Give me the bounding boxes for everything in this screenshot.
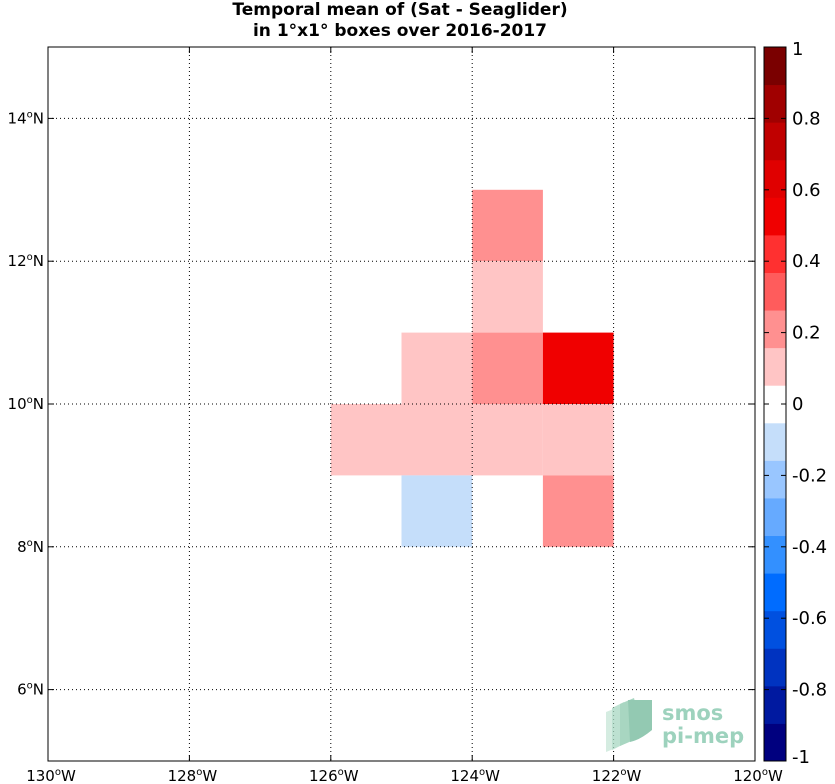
y-tick-label: 12oN	[8, 252, 44, 270]
colorbar-segment	[764, 422, 786, 461]
x-tick-label: 128oW	[168, 767, 218, 784]
degree-symbol: o	[27, 681, 33, 692]
heatmap-cell	[472, 189, 543, 262]
colorbar-segment	[764, 685, 786, 724]
colorbar-tick-label: -0.8	[792, 680, 827, 701]
colorbar-tick-label: 1	[792, 39, 803, 60]
x-tick-label-degrees: 124	[450, 767, 479, 784]
degree-symbol: o	[55, 767, 61, 778]
degree-symbol: o	[196, 767, 202, 778]
colorbar-segment	[764, 47, 786, 86]
heatmap-cell	[542, 404, 614, 476]
grid-lines	[48, 47, 755, 761]
y-tick-label-hemisphere: N	[33, 538, 44, 556]
heatmap-cell	[472, 404, 543, 476]
y-tick-label-degrees: 6	[17, 681, 27, 699]
degree-symbol: o	[479, 767, 485, 778]
heatmap-cell	[542, 332, 614, 404]
heatmap-cell	[542, 475, 614, 547]
colorbar-tick-label: 0.2	[792, 323, 821, 344]
y-tick-label: 8oN	[17, 538, 44, 556]
x-tick-label-degrees: 126	[309, 767, 338, 784]
colorbar-segment	[764, 122, 786, 161]
y-tick-label-degrees: 8	[17, 538, 27, 556]
x-tick-label-degrees: 122	[592, 767, 621, 784]
x-tick-label-hemisphere: W	[627, 767, 642, 784]
x-tick-label: 124oW	[450, 767, 500, 784]
logo-waves-icon	[606, 698, 652, 752]
x-tick-label-degrees: 128	[168, 767, 197, 784]
colorbar-segment	[764, 310, 786, 349]
y-tick-label-degrees: 10	[8, 395, 27, 413]
chart-title-line-2: in 1°x1° boxes over 2016-2017	[252, 21, 548, 41]
colorbar-ticks: 1 0.8 0.6 0.4 0.2 0 -0.2 -0.4 -0.6 -0.8 -1	[764, 39, 827, 768]
colorbar-segment	[764, 197, 786, 236]
chart-title-line-1: Temporal mean of (Sat - Seaglider)	[232, 0, 568, 20]
x-tick-label: 120oW	[733, 767, 783, 784]
degree-symbol: o	[338, 767, 344, 778]
x-tick-label: 126oW	[309, 767, 359, 784]
heatmap-cell	[401, 404, 473, 476]
x-tick-label-hemisphere: W	[61, 767, 76, 784]
heatmap-cell	[330, 404, 402, 476]
colorbar-segment	[764, 497, 786, 537]
x-tick-label: 122oW	[592, 767, 642, 784]
colorbar-segment	[764, 535, 786, 574]
degree-symbol: o	[27, 538, 33, 549]
colorbar-tick-label: -0.4	[792, 537, 827, 558]
logo-text-line-2: pi-mep	[662, 724, 744, 748]
degree-symbol: o	[762, 767, 768, 778]
colorbar-segment	[764, 460, 786, 499]
colorbar-tick-label: 0.4	[792, 251, 821, 272]
colorbar-tick-label: 0.8	[792, 108, 821, 129]
heatmap-cell	[401, 475, 473, 547]
x-tick-label-hemisphere: W	[768, 767, 783, 784]
colorbar-segment	[764, 347, 786, 386]
x-tick-label-hemisphere: W	[344, 767, 359, 784]
colorbar-tick-label: 0	[792, 394, 803, 415]
heatmap-cell	[401, 332, 473, 404]
x-tick-label-degrees: 120	[733, 767, 762, 784]
degree-symbol: o	[27, 109, 33, 120]
colorbar-segment	[764, 648, 786, 687]
colorbar-segment	[764, 159, 786, 198]
colorbar-tick-label: -0.2	[792, 465, 827, 486]
colorbar-segment	[764, 573, 786, 612]
x-tick-label-hemisphere: W	[485, 767, 500, 784]
y-tick-label-hemisphere: N	[33, 109, 44, 127]
watermark-logo: smos pi-mep	[606, 698, 744, 752]
y-tick-label-hemisphere: N	[33, 395, 44, 413]
colorbar-segment	[764, 84, 786, 123]
colorbar-segment	[764, 385, 786, 424]
y-tick-label-degrees: 12	[8, 252, 27, 270]
x-axis-ticks: 130oW 128oW 126oW 124oW 122oW 120oW	[26, 47, 783, 784]
degree-symbol: o	[27, 395, 33, 406]
x-tick-label-degrees: 130	[26, 767, 55, 784]
degree-symbol: o	[620, 767, 626, 778]
x-tick-label: 130oW	[26, 767, 76, 784]
colorbar-segment	[764, 723, 786, 762]
y-tick-label-degrees: 14	[8, 109, 27, 127]
y-tick-label: 10oN	[8, 395, 44, 413]
x-tick-label-hemisphere: W	[202, 767, 217, 784]
colorbar-tick-label: 0.6	[792, 180, 821, 201]
heatmap-cell	[472, 332, 543, 404]
y-tick-label: 14oN	[8, 109, 44, 127]
logo-text-line-1: smos	[662, 701, 723, 725]
colorbar-tick-label: -0.6	[792, 608, 827, 629]
degree-symbol: o	[27, 252, 33, 263]
y-tick-label-hemisphere: N	[33, 252, 44, 270]
colorbar	[764, 47, 786, 762]
colorbar-tick-label: -1	[792, 747, 810, 768]
y-tick-label-hemisphere: N	[33, 681, 44, 699]
colorbar-segment	[764, 272, 786, 311]
colorbar-segment	[764, 610, 786, 649]
heatmap-cell	[472, 261, 543, 333]
colorbar-segment	[764, 234, 786, 273]
data-cells	[330, 189, 614, 547]
y-tick-label: 6oN	[17, 681, 44, 699]
